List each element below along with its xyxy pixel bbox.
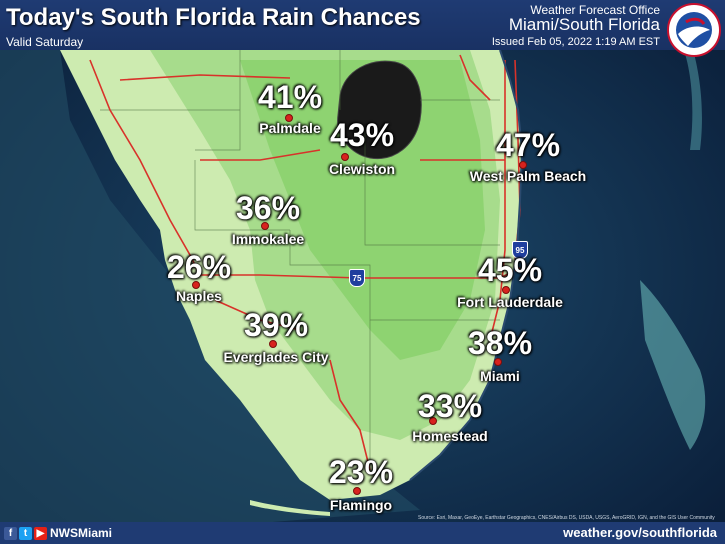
flamingo-marker	[353, 487, 361, 495]
youtube-icon[interactable]: ▶	[34, 527, 47, 540]
naples-marker	[192, 281, 200, 289]
city-label: Everglades City	[223, 349, 329, 365]
palmdale-marker	[285, 114, 293, 122]
city-naples: 26% Naples	[167, 250, 231, 304]
west-palm-beach-marker	[519, 161, 527, 169]
office-label: Weather Forecast Office	[530, 3, 660, 17]
city-label: Flamingo	[329, 497, 393, 513]
city-west-palm-beach: 47% West Palm Beach	[470, 128, 586, 184]
city-label: Miami	[480, 368, 520, 384]
miami-marker	[494, 358, 502, 366]
rain-chance: 38%	[467, 325, 533, 361]
rain-chance: 41%	[257, 79, 323, 115]
rain-chance: 45%	[477, 252, 543, 288]
city-clewiston: 43% Clewiston	[329, 118, 395, 177]
rain-chance: 33%	[417, 388, 483, 424]
lake-okeechobee	[337, 60, 422, 160]
city-label: Clewiston	[328, 161, 396, 177]
interstate-95-shield: 95	[512, 241, 528, 259]
page-title: Today's South Florida Rain Chances	[6, 4, 421, 31]
city-fort-lauderdale: 45% Fort Lauderdale	[457, 253, 563, 310]
rain-chance: 39%	[243, 307, 309, 343]
rain-chance: 23%	[328, 454, 394, 490]
city-palmdale: 41% Palmdale	[258, 80, 322, 136]
city-label: West Palm Beach	[469, 168, 587, 184]
city-label: Homestead	[412, 428, 488, 444]
facebook-icon[interactable]: f	[4, 527, 17, 540]
city-miami: 38% Miami	[468, 326, 532, 384]
twitter-icon[interactable]: t	[19, 527, 32, 540]
city-label: Fort Lauderdale	[457, 294, 563, 310]
header-banner: Today's South Florida Rain Chances Valid…	[0, 0, 725, 50]
homestead-marker	[429, 417, 437, 425]
rain-chance: 43%	[329, 117, 395, 153]
city-immokalee: 36% Immokalee	[232, 191, 304, 247]
region-name: Miami/South Florida	[508, 15, 660, 34]
city-label: Palmdale	[259, 120, 321, 136]
footer-bar: f t ▶ NWSMiami weather.gov/southflorida	[0, 522, 725, 544]
rain-chance: 26%	[166, 249, 232, 285]
issued-time: Issued Feb 05, 2022 1:19 AM EST	[491, 36, 660, 48]
everglades-city-marker	[269, 340, 277, 348]
nws-logo	[667, 3, 721, 57]
city-flamingo: 23% Flamingo	[329, 455, 393, 513]
city-label: Naples	[176, 288, 222, 304]
immokalee-marker	[261, 222, 269, 230]
city-everglades-city: 39% Everglades City	[223, 308, 328, 365]
social-handle[interactable]: NWSMiami	[50, 526, 113, 540]
website-link[interactable]: weather.gov/southflorida	[563, 525, 717, 540]
map-source-credit: Source: Esri, Maxar, GeoEye, Earthstar G…	[418, 515, 715, 521]
clewiston-marker	[341, 153, 349, 161]
city-label: Immokalee	[231, 231, 305, 247]
rain-chance: 47%	[495, 127, 561, 163]
rain-chance: 36%	[235, 190, 301, 226]
fort-lauderdale-marker	[502, 286, 510, 294]
city-homestead: 33% Homestead	[412, 389, 487, 444]
interstate-75-shield: 75	[349, 269, 365, 287]
valid-day: Valid Saturday	[6, 35, 84, 49]
